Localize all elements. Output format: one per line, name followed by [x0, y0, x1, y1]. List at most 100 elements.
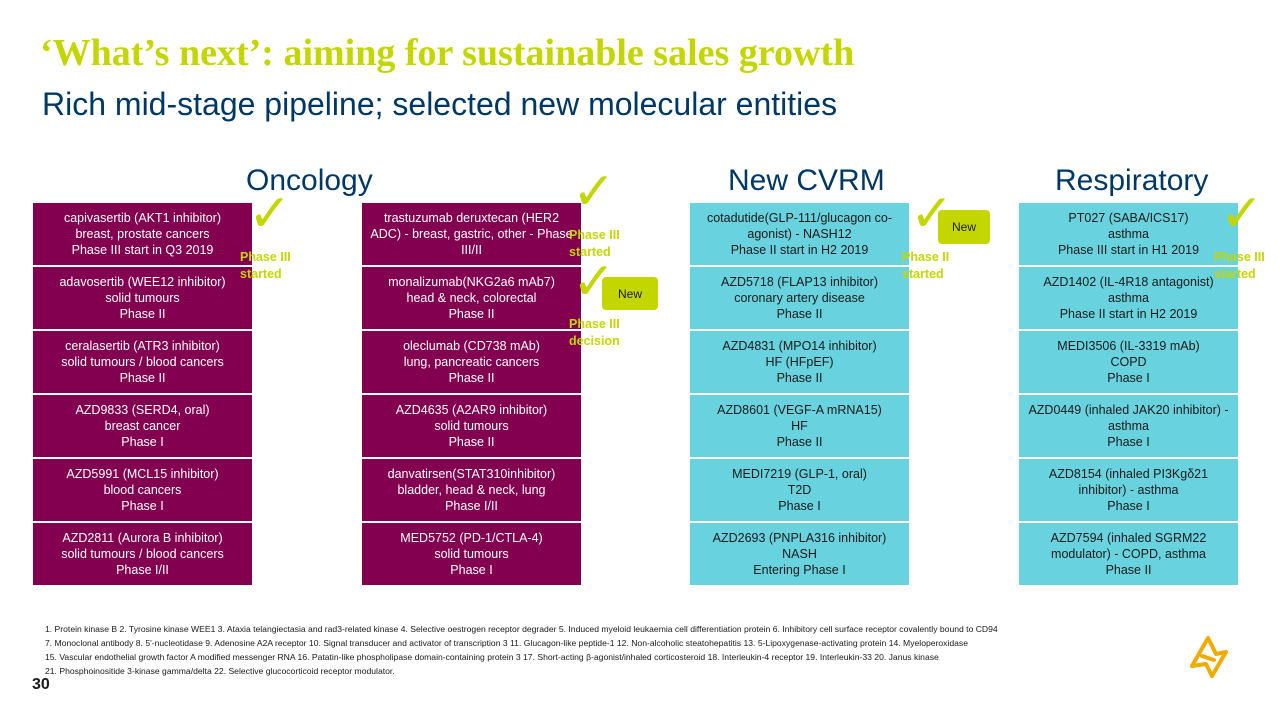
pipeline-cell: adavosertib (WEE12 inhibitor) solid tumou… — [33, 267, 252, 329]
drug-name: AZD4635 (A2AR9 inhibitor) — [395, 403, 548, 417]
phase-status: Phase III start in Q3 2019 — [71, 243, 214, 257]
page-number: 30 — [32, 676, 50, 693]
indication: modulator) - COPD, asthma — [1051, 547, 1206, 561]
pipeline-cell: PT027 (SABA/ICS17) asthma Phase III start … — [1019, 203, 1238, 265]
phase-status: Phase I — [121, 499, 164, 513]
phase-status: Entering Phase I — [753, 563, 846, 577]
indication: bladder, head & neck, lung — [397, 483, 546, 497]
indication: COPD — [1110, 355, 1147, 369]
indication: breast, prostate cancers — [75, 227, 210, 241]
indication: HF (HFpEF) — [765, 355, 834, 369]
indication: asthma — [1108, 419, 1149, 433]
pipeline-cell: danvatirsen(STAT310inhibitor) bladder, he… — [362, 459, 581, 521]
pipeline-cell: AZD9833 (SERD4, oral) breast cancer Phase … — [33, 395, 252, 457]
pipeline-cell: AZD2693 (PNPLA316 inhibitor) NASH Entering… — [690, 523, 909, 585]
indication: blood cancers — [103, 483, 182, 497]
pipeline-cell: MED5752 (PD-1/CTLA-4) solid tumours Phase … — [362, 523, 581, 585]
astrazeneca-logo-icon — [1190, 636, 1228, 678]
phase-status: Phase II — [448, 307, 495, 321]
checkmark-icon: ✓ — [248, 184, 292, 244]
drug-name: AZD8601 (VEGF-A mRNA15) — [717, 403, 882, 417]
phase-status: Phase I — [1107, 371, 1150, 385]
phase-status: Phase I — [121, 435, 164, 449]
footnote-line: 1. Protein kinase B 2. Tyrosine kinase W… — [45, 624, 998, 634]
indication: solid tumours / blood cancers — [61, 547, 224, 561]
pipeline-column-cvrm: cotadutide(GLP-111/glucagon co-agonist) … — [690, 203, 909, 587]
drug-name: capivasertib (AKT1 inhibitor) — [63, 211, 221, 225]
drug-name: AZD4831 (MPO14 inhibitor) — [722, 339, 877, 353]
slide-subtitle: Rich mid-stage pipeline; selected new mo… — [42, 86, 838, 122]
drug-name: cotadutide(GLP-111/glucagon co- — [706, 211, 893, 225]
pipeline-cell: AZD7594 (inhaled SGRM22 modulator) - COPD… — [1019, 523, 1238, 585]
slide-title: ‘What’s next’: aiming for sustainable sa… — [40, 32, 855, 74]
indication: solid tumours — [105, 291, 180, 305]
indication: agonist) - NASH12 — [747, 227, 852, 241]
phase-status: Phase I — [1107, 435, 1150, 449]
new-badge: New — [602, 277, 658, 310]
phase-note-cvrm: Phase II started — [902, 250, 950, 281]
drug-name: monalizumab(NKG2a6 mAb7) — [388, 275, 555, 289]
indication: solid tumours — [434, 419, 509, 433]
drug-name: AZD5991 (MCL15 inhibitor) — [66, 467, 219, 481]
drug-name: AZD2693 (PNPLA316 inhibitor) — [712, 531, 887, 545]
header-oncology: Oncology — [246, 164, 373, 197]
indication: asthma — [1108, 291, 1149, 305]
drug-name: danvatirsen(STAT310inhibitor) — [387, 467, 556, 481]
phase-note-onc2-bottom: Phase III decision — [569, 317, 620, 348]
drug-name: MED5752 (PD-1/CTLA-4) — [400, 531, 543, 545]
pipeline-column-respiratory: PT027 (SABA/ICS17) asthma Phase III start … — [1019, 203, 1238, 587]
pipeline-cell: MEDI3506 (IL-3319 mAb) COPD Phase I — [1019, 331, 1238, 393]
indication: breast cancer — [104, 419, 181, 433]
phase-status: Phase I — [1107, 499, 1150, 513]
pipeline-cell: oleclumab (CD738 mAb) lung, pancreatic ca… — [362, 331, 581, 393]
drug-name: AZD7594 (inhaled SGRM22 — [1050, 531, 1207, 545]
drug-name: AZD5718 (FLAP13 inhibitor) — [720, 275, 879, 289]
phase-status: Phase II — [776, 371, 823, 385]
header-cvrm: New CVRM — [728, 164, 885, 197]
indication: HF — [791, 419, 808, 433]
pipeline-cell: AZD0449 (inhaled JAK20 inhibitor) - asthm… — [1019, 395, 1238, 457]
checkmark-icon: ✓ — [572, 162, 616, 222]
indication: solid tumours — [434, 547, 509, 561]
phase-status: Phase II start in H2 2019 — [730, 243, 869, 257]
drug-name: MEDI3506 (IL-3319 mAb) — [1057, 339, 1200, 353]
drug-name: adavosertib (WEE12 inhibitor) — [59, 275, 226, 289]
pipeline-column-oncology-2: trastuzumab deruxtecan (HER2 ADC) - breas… — [362, 203, 581, 587]
indication: inhibitor) - asthma — [1078, 483, 1179, 497]
pipeline-cell: MEDI7219 (GLP-1, oral) T2D Phase I — [690, 459, 909, 521]
pipeline-cell: AZD4831 (MPO14 inhibitor) HF (HFpEF) Phase… — [690, 331, 909, 393]
indication: T2D — [787, 483, 812, 497]
phase-status: III/II — [461, 243, 482, 257]
footnote-line: 7. Monoclonal antibody 8. 5'-nucleotidas… — [45, 638, 969, 648]
drug-name: AZD0449 (inhaled JAK20 inhibitor) - — [1028, 403, 1229, 417]
pipeline-cell: cotadutide(GLP-111/glucagon co-agonist) … — [690, 203, 909, 265]
indication: head & neck, colorectal — [406, 291, 537, 305]
drug-name: ceralasertib (ATR3 inhibitor) — [65, 339, 220, 353]
pipeline-cell: capivasertib (AKT1 inhibitor) breast, pro… — [33, 203, 252, 265]
pipeline-cell: ceralasertib (ATR3 inhibitor) solid tumou… — [33, 331, 252, 393]
pipeline-cell: AZD8154 (inhaled PI3Kgδ21 inhibitor) - as… — [1019, 459, 1238, 521]
indication: asthma — [1108, 227, 1149, 241]
pipeline-cell: AZD2811 (Aurora B inhibitor) solid tumour… — [33, 523, 252, 585]
drug-name: MEDI7219 (GLP-1, oral) — [732, 467, 867, 481]
phase-status: Phase II — [119, 307, 166, 321]
phase-status: Phase III start in H1 2019 — [1057, 243, 1200, 257]
pipeline-column-oncology-1: capivasertib (AKT1 inhibitor) breast, pro… — [33, 203, 252, 587]
new-badge: New — [938, 210, 990, 244]
pipeline-cell: AZD5718 (FLAP13 inhibitor) coronary arter… — [690, 267, 909, 329]
indication: coronary artery disease — [734, 291, 865, 305]
indication: ADC) - breast, gastric, other - Phase — [370, 227, 573, 241]
phase-status: Phase I — [450, 563, 493, 577]
pipeline-cell: AZD5991 (MCL15 inhibitor) blood cancers Ph… — [33, 459, 252, 521]
phase-status: Phase I — [778, 499, 821, 513]
phase-status: Phase II — [776, 307, 823, 321]
phase-note-onc1: Phase III started — [240, 250, 291, 281]
phase-status: Phase II — [776, 435, 823, 449]
phase-status: Phase I/II — [116, 563, 169, 577]
drug-name: trastuzumab deruxtecan (HER2 — [383, 211, 560, 225]
pipeline-cell: trastuzumab deruxtecan (HER2 ADC) - breas… — [362, 203, 581, 265]
drug-name: AZD1402 (IL-4R18 antagonist) — [1043, 275, 1214, 289]
footnote-line: 21. Phosphoinositide 3-kinase gamma/delt… — [45, 666, 395, 676]
pipeline-cell: monalizumab(NKG2a6 mAb7) head & neck, col… — [362, 267, 581, 329]
checkmark-icon: ✓ — [1220, 184, 1264, 244]
